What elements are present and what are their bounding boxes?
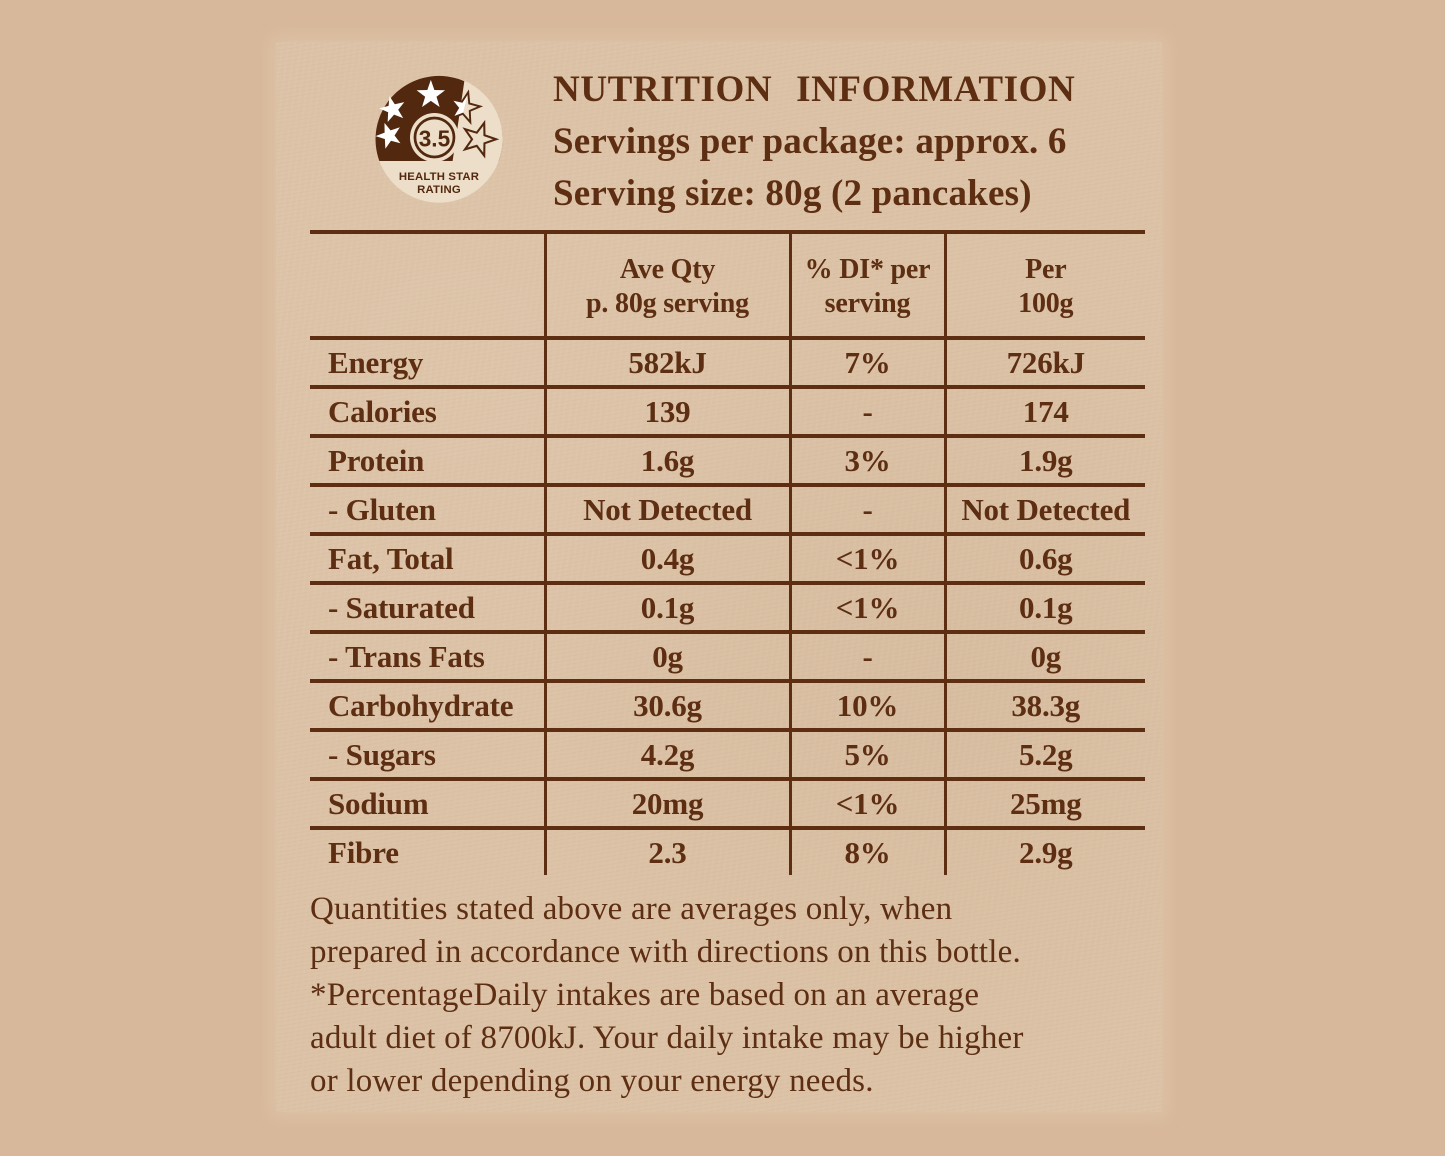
value-ave-qty: 20mg [543, 777, 790, 828]
table-row: Protein 1.6g 3% 1.9g [310, 434, 1145, 485]
value-ave-qty: Not Detected [543, 483, 790, 534]
value-di: - [788, 483, 945, 534]
value-ave-qty: 2.3 [543, 826, 790, 875]
table-row: Sodium 20mg <1% 25mg [310, 777, 1145, 828]
value-per100: 174 [943, 385, 1145, 436]
table-row: - Trans Fats 0g - 0g [310, 630, 1145, 681]
value-di: - [788, 385, 945, 436]
nutrition-table: Ave Qty p. 80g serving % DI* per serving… [310, 230, 1145, 875]
table-row: Fat, Total 0.4g <1% 0.6g [310, 532, 1145, 583]
servings-per-package: Servings per package: approx. 6 [553, 121, 1067, 162]
value-di: <1% [788, 532, 945, 583]
badge-caption-line1: HEALTH STAR [399, 171, 479, 183]
value-per100: 1.9g [943, 434, 1145, 485]
health-star-rating-badge: 3.5 HEALTH STAR RATING [371, 74, 507, 210]
nutrient-label: Fibre [310, 826, 545, 875]
table-row: Carbohydrate 30.6g 10% 38.3g [310, 679, 1145, 730]
value-di: <1% [788, 777, 945, 828]
value-per100: Not Detected [943, 483, 1145, 534]
value-ave-qty: 1.6g [543, 434, 790, 485]
value-di: 8% [788, 826, 945, 875]
value-ave-qty: 0g [543, 630, 790, 681]
value-per100: 5.2g [943, 728, 1145, 779]
nutrient-label: Carbohydrate [310, 679, 545, 730]
health-star-rating-icon: 3.5 HEALTH STAR RATING [372, 75, 503, 203]
value-per100: 0g [943, 630, 1145, 681]
table-row: Calories 139 - 174 [310, 385, 1145, 436]
nutrient-label: - Sugars [310, 728, 545, 779]
table-row: Energy 582kJ 7% 726kJ [310, 336, 1145, 387]
value-di: 3% [788, 434, 945, 485]
nutrient-label: - Trans Fats [310, 630, 545, 681]
value-di: 5% [788, 728, 945, 779]
value-ave-qty: 582kJ [543, 336, 790, 387]
nutrient-label: - Gluten [310, 483, 545, 534]
nutrient-label: - Saturated [310, 581, 545, 632]
value-per100: 726kJ [943, 336, 1145, 387]
label-header: NUTRITION INFORMATION Servings per packa… [553, 64, 1133, 220]
nutrient-label: Energy [310, 336, 545, 387]
badge-caption-line2: RATING [417, 184, 461, 196]
value-per100: 38.3g [943, 679, 1145, 730]
nutrient-label: Fat, Total [310, 532, 545, 583]
table-row: Fibre 2.3 8% 2.9g [310, 826, 1145, 875]
value-di: 7% [788, 336, 945, 387]
serving-size: Serving size: 80g (2 pancakes) [553, 173, 1032, 214]
rating-value: 3.5 [419, 126, 451, 152]
column-header-empty [310, 230, 545, 338]
nutrient-label: Sodium [310, 777, 545, 828]
value-di: <1% [788, 581, 945, 632]
table-row: - Gluten Not Detected - Not Detected [310, 483, 1145, 534]
value-ave-qty: 30.6g [543, 679, 790, 730]
column-header-per100: Per 100g [943, 230, 1145, 338]
footer-disclaimer: Quantities stated above are averages onl… [310, 891, 1024, 1099]
value-di: 10% [788, 679, 945, 730]
table-row: - Sugars 4.2g 5% 5.2g [310, 728, 1145, 779]
value-per100: 25mg [943, 777, 1145, 828]
value-per100: 2.9g [943, 826, 1145, 875]
value-ave-qty: 139 [543, 385, 790, 436]
column-header-di: % DI* per serving [788, 230, 945, 338]
value-ave-qty: 0.1g [543, 581, 790, 632]
value-per100: 0.1g [943, 581, 1145, 632]
value-ave-qty: 4.2g [543, 728, 790, 779]
nutrition-title: NUTRITION INFORMATION [553, 69, 1076, 110]
nutrition-label-panel: 3.5 HEALTH STAR RATING NUTRITION INFORMA… [276, 42, 1162, 1112]
nutrient-label: Calories [310, 385, 545, 436]
column-header-ave-qty: Ave Qty p. 80g serving [543, 230, 790, 338]
nutrient-label: Protein [310, 434, 545, 485]
value-di: - [788, 630, 945, 681]
rating-roundel [413, 116, 456, 159]
value-per100: 0.6g [943, 532, 1145, 583]
table-header-row: Ave Qty p. 80g serving % DI* per serving… [310, 230, 1145, 338]
value-ave-qty: 0.4g [543, 532, 790, 583]
table-row: - Saturated 0.1g <1% 0.1g [310, 581, 1145, 632]
